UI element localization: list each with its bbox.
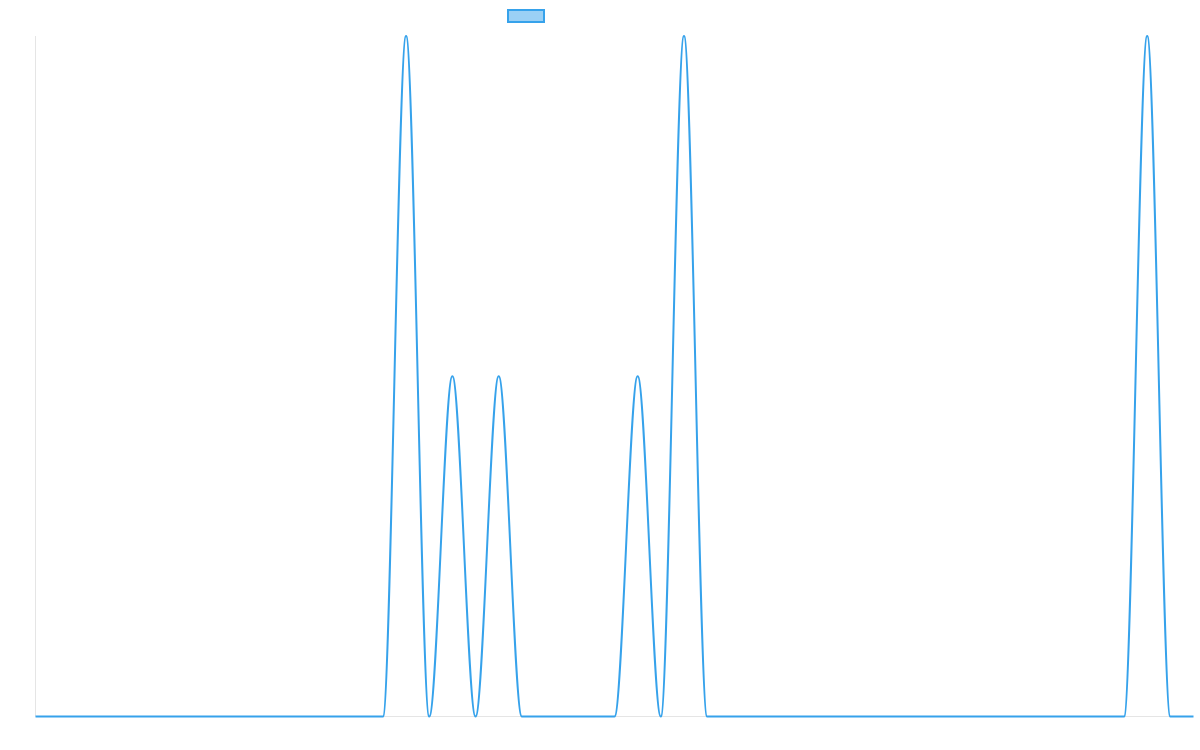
data-point[interactable] xyxy=(866,714,872,720)
data-point[interactable] xyxy=(936,714,942,720)
data-point[interactable] xyxy=(334,714,340,720)
data-point[interactable] xyxy=(426,714,432,720)
data-point[interactable] xyxy=(774,714,780,720)
data-point[interactable] xyxy=(913,714,919,720)
data-point[interactable] xyxy=(241,714,247,720)
series-layer xyxy=(35,35,1194,718)
data-point[interactable] xyxy=(565,714,571,720)
series-line[interactable] xyxy=(35,35,1194,718)
data-point[interactable] xyxy=(1028,714,1034,720)
data-point[interactable] xyxy=(473,714,479,720)
data-point[interactable] xyxy=(750,714,756,720)
axes xyxy=(35,36,1194,717)
data-point[interactable] xyxy=(820,714,826,720)
data-point[interactable] xyxy=(1191,714,1197,720)
data-point[interactable] xyxy=(403,33,409,39)
data-point[interactable] xyxy=(496,373,502,379)
data-point[interactable] xyxy=(588,714,594,720)
data-point[interactable] xyxy=(542,714,548,720)
data-point[interactable] xyxy=(727,714,733,720)
data-point[interactable] xyxy=(171,714,177,720)
data-point[interactable] xyxy=(357,714,363,720)
data-point[interactable] xyxy=(56,714,62,720)
data-point[interactable] xyxy=(658,714,664,720)
data-point[interactable] xyxy=(218,714,224,720)
data-point[interactable] xyxy=(797,714,803,720)
data-point[interactable] xyxy=(79,714,85,720)
data-point[interactable] xyxy=(704,714,710,720)
legend-swatch[interactable] xyxy=(507,9,545,23)
data-point[interactable] xyxy=(125,714,131,720)
data-point[interactable] xyxy=(1005,714,1011,720)
data-point[interactable] xyxy=(102,714,108,720)
data-point[interactable] xyxy=(1144,33,1150,39)
data-point[interactable] xyxy=(982,714,988,720)
data-point[interactable] xyxy=(843,714,849,720)
data-point[interactable] xyxy=(1098,714,1104,720)
data-point[interactable] xyxy=(287,714,293,720)
data-point[interactable] xyxy=(519,714,525,720)
data-point[interactable] xyxy=(1075,714,1081,720)
data-point[interactable] xyxy=(264,714,270,720)
points-layer xyxy=(33,33,1197,720)
data-point[interactable] xyxy=(195,714,201,720)
legend[interactable] xyxy=(507,9,551,23)
data-point[interactable] xyxy=(681,33,687,39)
data-point[interactable] xyxy=(1052,714,1058,720)
data-point[interactable] xyxy=(310,714,316,720)
data-point[interactable] xyxy=(33,714,39,720)
data-point[interactable] xyxy=(148,714,154,720)
data-point[interactable] xyxy=(959,714,965,720)
data-point[interactable] xyxy=(380,714,386,720)
data-point[interactable] xyxy=(1121,714,1127,720)
data-point[interactable] xyxy=(612,714,618,720)
data-point[interactable] xyxy=(635,373,641,379)
data-point[interactable] xyxy=(889,714,895,720)
data-point[interactable] xyxy=(449,373,455,379)
data-point[interactable] xyxy=(1167,714,1173,720)
